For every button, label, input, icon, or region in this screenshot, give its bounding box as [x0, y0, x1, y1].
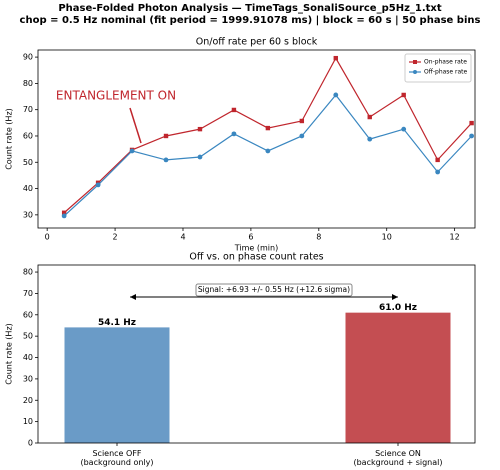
legend-box	[404, 53, 472, 83]
subplot-title: Off vs. on phase count rates	[189, 252, 323, 263]
marker	[163, 133, 169, 139]
series-line	[63, 93, 473, 217]
figure-subtitle: chop = 0.5 Hz nominal (fit period = 1999…	[20, 15, 481, 26]
legend-marker	[413, 60, 417, 64]
x-axis-label: Time (min)	[234, 244, 278, 253]
y-axis-label: Count rate (Hz)	[5, 323, 14, 385]
marker	[265, 125, 271, 131]
marker	[299, 133, 305, 139]
legend-marker	[413, 70, 417, 74]
subplot-title: On/off rate per 60 s block	[196, 37, 318, 48]
y-tick-label: 40	[23, 353, 33, 362]
marker	[231, 131, 237, 137]
marker	[401, 126, 407, 132]
annotation: Signal: +6.93 +/- 0.55 Hz (+12.6 sigma)	[198, 285, 350, 294]
marker	[265, 148, 271, 154]
annotation-box	[195, 283, 353, 297]
marker	[401, 92, 406, 98]
x-tick-label: Science OFF (background only)	[80, 449, 153, 467]
x-tick-label: 4	[180, 233, 185, 242]
marker	[61, 210, 67, 215]
marker	[367, 114, 372, 120]
y-tick-label: 70	[23, 105, 33, 114]
marker	[299, 118, 305, 124]
x-tick-label: 12	[450, 233, 460, 242]
y-tick-label: 0	[28, 439, 33, 448]
x-tick-label: Science ON (background + signal)	[353, 449, 442, 467]
bar	[64, 327, 170, 443]
y-tick-label: 60	[23, 131, 33, 140]
y-tick-label: 30	[23, 210, 33, 219]
marker	[333, 92, 339, 98]
y-tick-label: 80	[23, 79, 33, 88]
figure-title: Phase-Folded Photon Analysis — TimeTags_…	[58, 3, 442, 14]
bar	[345, 312, 451, 443]
x-tick-label: 6	[248, 233, 253, 242]
marker	[435, 157, 440, 163]
legend-label: On-phase rate	[424, 59, 467, 66]
marker	[129, 148, 135, 154]
legend-label: Off-phase rate	[424, 69, 468, 76]
y-tick-label: 10	[23, 417, 33, 426]
marker	[469, 133, 475, 139]
axes-frame	[37, 264, 476, 444]
x-tick-label: 0	[45, 233, 50, 242]
marker	[469, 120, 474, 126]
marker	[95, 182, 101, 188]
y-tick-label: 80	[23, 268, 33, 277]
value-label: 61.0 Hz	[379, 303, 417, 313]
marker	[435, 169, 441, 175]
marker	[231, 107, 237, 113]
x-tick-label: 2	[113, 233, 118, 242]
y-tick-label: 90	[23, 53, 33, 62]
y-tick-label: 40	[23, 184, 33, 193]
annotation-arrow	[129, 107, 142, 144]
y-tick-label: 60	[23, 310, 33, 319]
marker	[333, 55, 338, 61]
y-tick-label: 30	[23, 374, 33, 383]
y-tick-label: 50	[23, 332, 33, 341]
y-tick-label: 20	[23, 396, 33, 405]
x-tick-label: 10	[382, 233, 392, 242]
annotation: ENTANGLEMENT ON	[56, 89, 176, 103]
y-tick-label: 50	[23, 158, 33, 167]
y-tick-label: 70	[23, 289, 33, 298]
axes-frame	[37, 49, 476, 229]
marker	[367, 136, 373, 142]
marker	[197, 126, 203, 132]
y-axis-label: Count rate (Hz)	[5, 108, 14, 170]
value-label: 54.1 Hz	[98, 318, 136, 328]
x-tick-label: 8	[316, 233, 321, 242]
marker	[163, 157, 169, 163]
marker	[197, 154, 203, 160]
marker	[61, 213, 67, 219]
